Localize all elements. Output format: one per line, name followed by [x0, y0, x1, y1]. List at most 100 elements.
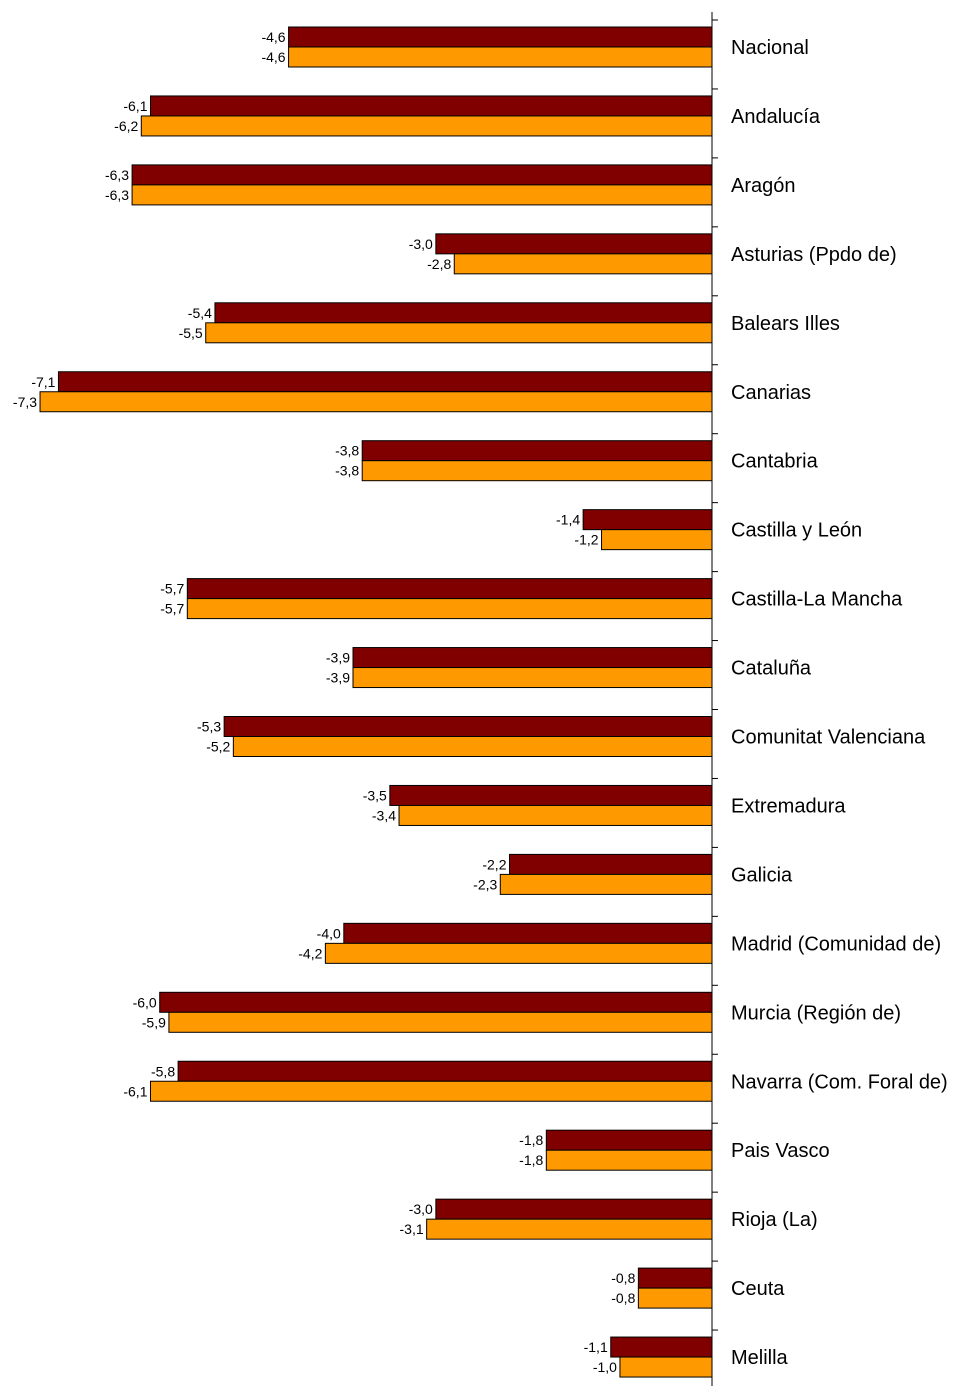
bar-series-2 — [325, 943, 712, 963]
data-label-series-1: -1,4 — [556, 512, 580, 528]
bar-series-2 — [427, 1219, 712, 1239]
category-label: Asturias (Ppdo de) — [731, 244, 897, 266]
data-label-series-1: -7,1 — [31, 374, 55, 390]
data-label-series-1: -5,3 — [197, 719, 221, 735]
bar-series-2 — [187, 599, 712, 619]
bar-series-2 — [362, 461, 712, 481]
category-label: Canarias — [731, 382, 811, 404]
bar-series-1 — [150, 96, 712, 116]
bar-series-2 — [233, 737, 712, 757]
category-label: Castilla y León — [731, 520, 862, 542]
data-label-series-2: -3,4 — [372, 807, 396, 823]
data-label-series-2: -7,3 — [13, 394, 37, 410]
data-label-series-1: -4,6 — [261, 29, 285, 45]
data-label-series-2: -3,8 — [335, 463, 359, 479]
bar-series-1 — [546, 1130, 712, 1150]
category-label: Castilla-La Mancha — [731, 589, 903, 611]
bar-series-2 — [353, 668, 712, 688]
bar-series-2 — [206, 323, 712, 343]
bar-series-1 — [289, 27, 712, 47]
data-label-series-2: -1,0 — [593, 1359, 617, 1375]
bar-series-1 — [611, 1337, 712, 1357]
data-label-series-1: -5,8 — [151, 1063, 175, 1079]
data-label-series-1: -3,9 — [326, 650, 350, 666]
bar-series-1 — [160, 992, 712, 1012]
data-label-series-2: -3,9 — [326, 670, 350, 686]
data-label-series-2: -5,2 — [206, 739, 230, 755]
category-label: Galicia — [731, 864, 793, 886]
data-label-series-1: -3,0 — [409, 236, 433, 252]
data-label-series-1: -3,8 — [335, 443, 359, 459]
data-label-series-1: -6,3 — [105, 167, 129, 183]
data-label-series-2: -6,2 — [114, 118, 138, 134]
category-label: Pais Vasco — [731, 1140, 830, 1162]
data-label-series-2: -6,1 — [123, 1083, 147, 1099]
category-label: Aragón — [731, 175, 796, 197]
data-label-series-2: -3,1 — [400, 1221, 424, 1237]
data-label-series-2: -5,5 — [179, 325, 203, 341]
data-label-series-2: -2,3 — [473, 876, 497, 892]
bar-series-1 — [215, 303, 712, 323]
data-label-series-1: -3,5 — [363, 787, 387, 803]
category-label: Navarra (Com. Foral de) — [731, 1071, 948, 1093]
data-label-series-2: -2,8 — [427, 256, 451, 272]
data-label-series-2: -4,2 — [298, 945, 322, 961]
bar-series-1 — [362, 441, 712, 461]
data-label-series-1: -5,7 — [160, 581, 184, 597]
bar-series-2 — [620, 1357, 712, 1377]
category-label: Ceuta — [731, 1278, 785, 1300]
data-label-series-2: -6,3 — [105, 187, 129, 203]
category-label: Cantabria — [731, 451, 819, 473]
bar-series-1 — [390, 785, 712, 805]
bar-series-2 — [289, 47, 712, 67]
data-label-series-1: -2,2 — [482, 856, 506, 872]
bar-series-1 — [436, 234, 712, 254]
bar-series-2 — [454, 254, 712, 274]
bar-series-2 — [132, 185, 712, 205]
data-label-series-1: -0,8 — [611, 1270, 635, 1286]
data-label-series-1: -3,0 — [409, 1201, 433, 1217]
bar-series-2 — [500, 874, 712, 894]
bar-series-2 — [399, 805, 712, 825]
category-label: Andalucía — [731, 106, 821, 128]
data-label-series-2: -4,6 — [261, 49, 285, 65]
bar-series-1 — [224, 717, 712, 737]
category-label: Rioja (La) — [731, 1209, 818, 1231]
data-label-series-2: -0,8 — [611, 1290, 635, 1306]
bar-series-2 — [169, 1012, 712, 1032]
category-label: Balears Illes — [731, 313, 840, 335]
bar-series-2 — [40, 392, 712, 412]
category-label: Extremadura — [731, 795, 846, 817]
bar-series-1 — [58, 372, 712, 392]
bar-series-1 — [436, 1199, 712, 1219]
category-label: Nacional — [731, 37, 809, 59]
bar-series-2 — [602, 530, 712, 550]
bar-series-1 — [187, 579, 712, 599]
data-label-series-1: -1,8 — [519, 1132, 543, 1148]
bar-series-2 — [150, 1081, 712, 1101]
category-label: Madrid (Comunidad de) — [731, 933, 941, 955]
bar-series-2 — [638, 1288, 712, 1308]
data-label-series-1: -6,1 — [123, 98, 147, 114]
category-label: Comunitat Valenciana — [731, 727, 926, 749]
data-label-series-1: -1,1 — [584, 1339, 608, 1355]
data-label-series-1: -6,0 — [133, 994, 157, 1010]
category-label: Murcia (Región de) — [731, 1002, 901, 1024]
data-label-series-1: -5,4 — [188, 305, 212, 321]
bar-series-1 — [353, 648, 712, 668]
bar-series-1 — [583, 510, 712, 530]
data-label-series-2: -1,2 — [574, 532, 598, 548]
data-label-series-1: -4,0 — [317, 925, 341, 941]
bar-series-1 — [132, 165, 712, 185]
bar-series-2 — [141, 116, 712, 136]
data-label-series-2: -5,9 — [142, 1014, 166, 1030]
bar-series-1 — [509, 854, 712, 874]
bar-series-1 — [344, 923, 712, 943]
data-label-series-2: -5,7 — [160, 601, 184, 617]
data-label-series-2: -1,8 — [519, 1152, 543, 1168]
category-label: Melilla — [731, 1347, 789, 1369]
category-label: Cataluña — [731, 658, 812, 680]
bar-series-1 — [638, 1268, 712, 1288]
